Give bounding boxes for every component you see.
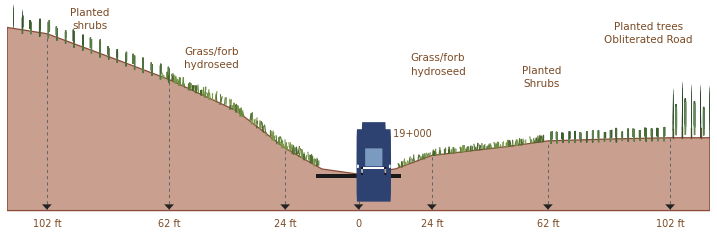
Polygon shape: [280, 204, 290, 209]
Text: 102 ft: 102 ft: [32, 219, 61, 229]
FancyBboxPatch shape: [363, 167, 384, 169]
Polygon shape: [709, 86, 711, 138]
Text: Grass/forb
hydroseed: Grass/forb hydroseed: [411, 53, 465, 77]
Text: Planted
shrubs: Planted shrubs: [70, 7, 110, 31]
Polygon shape: [353, 204, 364, 209]
Text: 24 ft: 24 ft: [420, 219, 443, 229]
FancyBboxPatch shape: [356, 129, 391, 202]
Polygon shape: [691, 85, 692, 138]
Polygon shape: [164, 204, 174, 209]
Text: Sta. 19+000: Sta. 19+000: [371, 129, 432, 139]
Text: 62 ft: 62 ft: [158, 219, 181, 229]
FancyBboxPatch shape: [365, 148, 382, 166]
Polygon shape: [543, 204, 553, 209]
Polygon shape: [315, 174, 402, 178]
Text: 24 ft: 24 ft: [274, 219, 297, 229]
Text: Planted
Shrubs: Planted Shrubs: [522, 66, 561, 89]
Polygon shape: [427, 204, 437, 209]
Text: Planted trees
Obliterated Road: Planted trees Obliterated Road: [604, 22, 693, 45]
Polygon shape: [682, 82, 683, 138]
Polygon shape: [7, 27, 710, 211]
Polygon shape: [42, 204, 52, 209]
Text: Grass/forb
hydroseed: Grass/forb hydroseed: [184, 47, 239, 70]
FancyBboxPatch shape: [361, 122, 386, 193]
Text: 102 ft: 102 ft: [656, 219, 685, 229]
Text: 0: 0: [356, 219, 361, 229]
Polygon shape: [665, 204, 675, 209]
Text: 62 ft: 62 ft: [536, 219, 559, 229]
